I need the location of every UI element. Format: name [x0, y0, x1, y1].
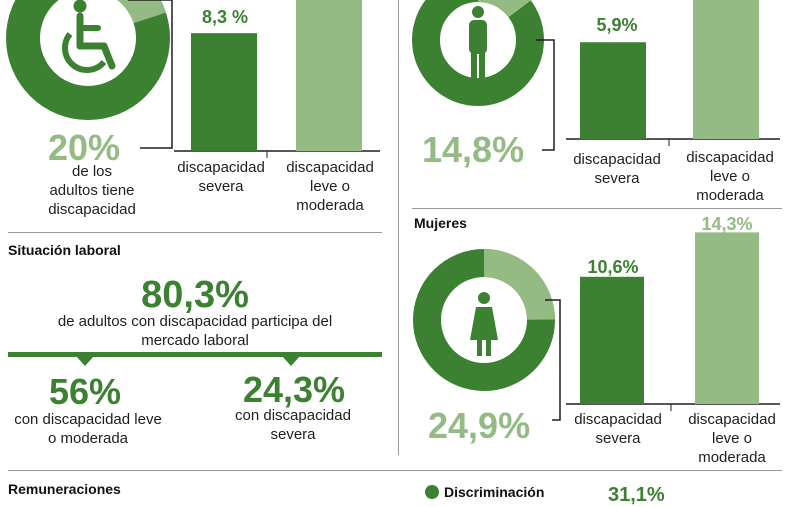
donut-women [413, 249, 555, 391]
labor-band-arrow-left [76, 356, 94, 366]
labor-right-percent: 24,3% [242, 369, 346, 410]
donut-overall [6, 0, 170, 120]
donut-men [412, 0, 544, 106]
woman-icon [470, 292, 498, 356]
divider-vertical [398, 0, 399, 455]
wheelchair-icon [61, 0, 116, 74]
bars-layer [191, 0, 759, 404]
bar-men-leve [693, 0, 759, 139]
bar-women-leve-label: discapacidad leve o moderada [688, 411, 776, 466]
women-percent: 24,9% [428, 405, 531, 446]
labor-band-arrow-right [282, 356, 300, 366]
women-title: Mujeres [414, 215, 467, 231]
bar-overall-severa-value: 8,3 % [201, 7, 249, 27]
bar-women-leve-value: 14,3% [701, 214, 753, 234]
labor-band [8, 352, 382, 366]
labor-main-percent: 80,3% [141, 274, 249, 316]
overall-caption-line-2: adultos tiene [49, 182, 135, 199]
bracket-women [545, 299, 561, 421]
bar-overall-leve-label: discapacidad leve o moderada [286, 159, 374, 214]
bar-overall-severa-label: discapacidad severa [177, 159, 265, 195]
bracket-men [536, 39, 555, 151]
overall-percent: 20% [48, 127, 121, 168]
discriminacion-title: Discriminación [444, 484, 545, 500]
men-percent: 14,8% [422, 129, 525, 170]
discriminacion-bullet [425, 485, 439, 499]
labor-left-caption: con discapacidad leve o moderada [14, 411, 162, 447]
overall-caption: de los adultos tiene discapacidad [12, 162, 172, 219]
bar-men-severa-label: discapacidad severa [573, 151, 661, 187]
donut-men-ring [412, 0, 544, 106]
bar-women-severa [580, 276, 644, 404]
donut-women-share-arc [483, 249, 555, 321]
overall-caption-line-1: de los [71, 163, 113, 180]
divider-bottom [8, 470, 782, 471]
bar-women-severa-label: discapacidad severa [574, 411, 662, 447]
donut-overall-share-arc [117, 0, 166, 24]
bar-overall-severa [191, 33, 257, 151]
bracket-overall [128, 0, 173, 149]
labor-band-line [8, 352, 382, 357]
labor-left-percent: 56% [48, 371, 122, 412]
labor-right-caption: con discapacidad severa [235, 407, 351, 443]
donut-men-share-arc [477, 0, 531, 18]
discriminacion-value: 31,1% [608, 484, 665, 506]
remuneraciones-title: Remuneraciones [8, 481, 121, 497]
bar-men-leve-label: discapacidad leve o moderada [686, 149, 774, 204]
bar-overall-leve [296, 0, 362, 151]
bar-men-severa [580, 42, 646, 139]
labor-main-caption: de adultos con discapacidad participa de… [57, 313, 333, 349]
man-icon [469, 6, 487, 80]
divider-left-mid [8, 232, 382, 233]
divider-right-mid [412, 208, 782, 209]
donut-overall-ring [6, 0, 170, 120]
bar-men-severa-value: 5,9% [596, 15, 638, 35]
bar-women-severa-value: 10,6% [587, 257, 639, 277]
labor-title: Situación laboral [8, 242, 121, 258]
overall-caption-line-3: discapacidad [48, 201, 136, 218]
bar-women-leve [695, 232, 759, 404]
